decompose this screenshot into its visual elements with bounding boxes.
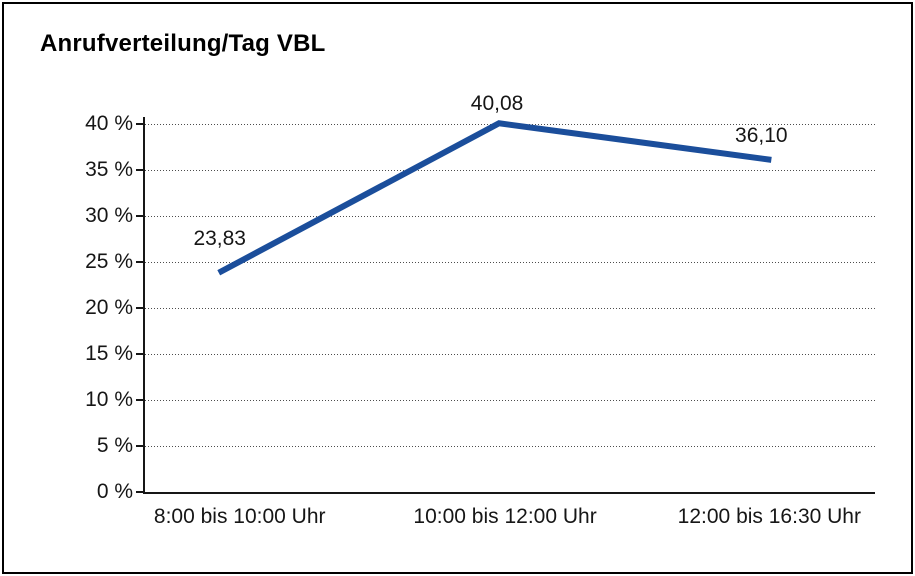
- data-label: 36,10: [735, 123, 788, 147]
- y-axis-tick: [136, 353, 143, 355]
- y-tick-label: 35 %: [85, 158, 133, 181]
- data-line-svg: [217, 120, 772, 276]
- gridline: [145, 169, 875, 171]
- x-tick-label: 10:00 bis 12:00 Uhr: [413, 505, 597, 528]
- x-tick-label: 12:00 bis 16:30 Uhr: [677, 505, 861, 528]
- data-label: 23,83: [193, 226, 246, 250]
- data-label: 40,08: [470, 92, 524, 116]
- gridline: [145, 261, 875, 263]
- y-axis-tick: [136, 491, 143, 493]
- y-tick-label: 0 %: [96, 480, 133, 503]
- gridline: [145, 445, 875, 447]
- y-tick-label: 20 %: [85, 296, 133, 319]
- y-tick-label: 40 %: [85, 112, 133, 135]
- gridline: [145, 399, 875, 401]
- y-axis-tick: [136, 123, 143, 125]
- y-tick-label: 30 %: [85, 204, 133, 227]
- gridline: [145, 215, 875, 217]
- y-axis-tick: [136, 261, 143, 263]
- gridline: [145, 307, 875, 309]
- y-axis-tick: [136, 215, 143, 217]
- y-tick-label: 15 %: [85, 342, 133, 365]
- x-tick-label: 8:00 bis 10:00 Uhr: [153, 505, 326, 528]
- chart-title: Anrufverteilung/Tag VBL: [40, 30, 326, 57]
- y-axis-tick: [136, 445, 143, 447]
- plot-area: 0 % 5 % 10 % 15 % 20 % 25 % 30 % 35 % 40 % 23,83 4…: [85, 92, 875, 528]
- y-axis-tick: [136, 169, 143, 171]
- y-tick-label: 5 %: [96, 434, 133, 457]
- y-tick-label: 10 %: [85, 388, 133, 411]
- y-tick-label: 25 %: [85, 250, 133, 273]
- data-line: [217, 120, 772, 276]
- y-axis-tick: [136, 399, 143, 401]
- y-axis-tick: [136, 307, 143, 309]
- gridline: [145, 353, 875, 355]
